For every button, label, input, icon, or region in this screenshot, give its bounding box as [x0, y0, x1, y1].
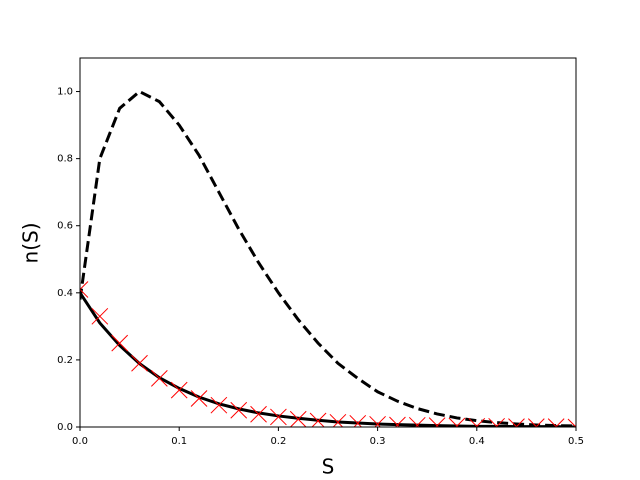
x-marker: [111, 334, 129, 352]
x-marker: [170, 381, 188, 399]
x-tick-label: 0.3: [370, 436, 386, 447]
plot-area: [80, 89, 576, 427]
x-marker: [250, 405, 267, 423]
y-tick-label: 0.2: [57, 355, 73, 366]
x-marker: [488, 417, 505, 427]
x-marker: [349, 414, 367, 427]
y-tick-label: 0.8: [57, 154, 73, 165]
x-marker: [389, 416, 406, 427]
x-marker: [309, 412, 327, 427]
x-marker: [428, 417, 446, 427]
x-marker: [567, 418, 576, 427]
x-marker: [448, 417, 466, 427]
y-tick-label: 0.4: [57, 288, 73, 299]
x-marker: [80, 281, 89, 298]
x-marker: [329, 413, 347, 427]
x-marker: [408, 416, 426, 427]
x-marker: [131, 354, 148, 372]
y-tick-label: 1.0: [57, 87, 73, 98]
x-marker: [151, 370, 168, 387]
x-tick-label: 0.1: [171, 436, 187, 447]
x-tick-label: 0.4: [469, 436, 485, 447]
y-tick-label: 0.0: [57, 422, 73, 433]
x-marker: [369, 415, 386, 427]
x-marker: [270, 408, 287, 426]
x-marker: [289, 410, 307, 427]
x-axis-label: S: [322, 455, 335, 479]
x-marker: [210, 396, 228, 414]
x-marker: [91, 307, 109, 325]
x-marker: [468, 417, 486, 427]
y-tick-label: 0.6: [57, 221, 73, 232]
x-tick-label: 0.2: [270, 436, 286, 447]
x-tick-label: 0.0: [72, 436, 88, 447]
y-axis-label: n(S): [19, 223, 43, 264]
x-tick-label: 0.5: [568, 436, 584, 447]
x-marker: [190, 390, 208, 407]
x-marker: [230, 401, 248, 419]
series-line: [80, 291, 576, 427]
series-line: [80, 89, 576, 427]
axes-frame: [79, 57, 577, 428]
